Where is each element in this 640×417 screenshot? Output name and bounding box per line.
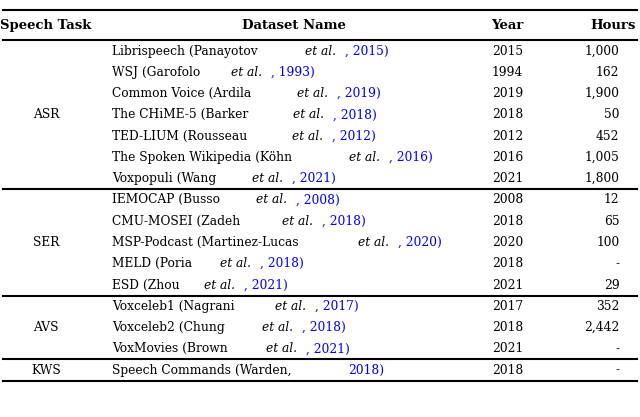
Text: et al.: et al. <box>293 108 324 121</box>
Text: 2018: 2018 <box>492 364 523 377</box>
Text: 1,005: 1,005 <box>585 151 620 164</box>
Text: Speech Task: Speech Task <box>1 19 92 32</box>
Text: et al.: et al. <box>252 172 282 185</box>
Text: Year: Year <box>492 19 524 32</box>
Text: et al.: et al. <box>358 236 389 249</box>
Text: et al.: et al. <box>291 130 323 143</box>
Text: 162: 162 <box>596 66 620 79</box>
Text: The Spoken Wikipedia (Köhn: The Spoken Wikipedia (Köhn <box>112 151 296 164</box>
Text: VoxMovies (Brown: VoxMovies (Brown <box>112 342 232 355</box>
Text: 1,900: 1,900 <box>584 87 620 100</box>
Text: 2,442: 2,442 <box>584 321 620 334</box>
Text: Dataset Name: Dataset Name <box>243 19 346 32</box>
Text: et al.: et al. <box>266 342 298 355</box>
Text: et al.: et al. <box>204 279 236 291</box>
Text: et al.: et al. <box>220 257 252 270</box>
Text: 1,800: 1,800 <box>584 172 620 185</box>
Text: 2012: 2012 <box>492 130 523 143</box>
Text: 2018: 2018 <box>492 215 523 228</box>
Text: , 2021): , 2021) <box>291 172 335 185</box>
Text: CMU-MOSEI (Zadeh: CMU-MOSEI (Zadeh <box>112 215 244 228</box>
Text: et al.: et al. <box>297 87 328 100</box>
Text: Voxpopuli (Wang: Voxpopuli (Wang <box>112 172 220 185</box>
Text: Voxceleb2 (Chung: Voxceleb2 (Chung <box>112 321 228 334</box>
Text: 2019: 2019 <box>492 87 523 100</box>
Text: WSJ (Garofolo: WSJ (Garofolo <box>112 66 204 79</box>
Text: , 2018): , 2018) <box>303 321 346 334</box>
Text: 50: 50 <box>604 108 620 121</box>
Text: 452: 452 <box>596 130 620 143</box>
Text: et al.: et al. <box>349 151 380 164</box>
Text: , 2018): , 2018) <box>333 108 377 121</box>
Text: , 2008): , 2008) <box>296 193 340 206</box>
Text: , 2018): , 2018) <box>260 257 304 270</box>
Text: Librispeech (Panayotov: Librispeech (Panayotov <box>112 45 262 58</box>
Text: 2021: 2021 <box>492 342 523 355</box>
Text: 2015: 2015 <box>492 45 523 58</box>
Text: 2018: 2018 <box>492 108 523 121</box>
Text: et al.: et al. <box>257 193 287 206</box>
Text: et al.: et al. <box>282 215 314 228</box>
Text: MELD (Poria: MELD (Poria <box>112 257 196 270</box>
Text: 2018): 2018) <box>349 364 385 377</box>
Text: 2016: 2016 <box>492 151 523 164</box>
Text: Voxceleb1 (Nagrani: Voxceleb1 (Nagrani <box>112 300 239 313</box>
Text: AVS: AVS <box>33 321 59 334</box>
Text: et al.: et al. <box>262 321 294 334</box>
Text: , 2015): , 2015) <box>345 45 388 58</box>
Text: IEMOCAP (Busso: IEMOCAP (Busso <box>112 193 224 206</box>
Text: 1,000: 1,000 <box>585 45 620 58</box>
Text: 1994: 1994 <box>492 66 524 79</box>
Text: MSP-Podcast (Martinez-Lucas: MSP-Podcast (Martinez-Lucas <box>112 236 303 249</box>
Text: ASR: ASR <box>33 108 60 121</box>
Text: -: - <box>616 342 620 355</box>
Text: 65: 65 <box>604 215 620 228</box>
Text: et al.: et al. <box>275 300 306 313</box>
Text: 2018: 2018 <box>492 257 523 270</box>
Text: 2008: 2008 <box>492 193 523 206</box>
Text: , 2020): , 2020) <box>398 236 442 249</box>
Text: , 2019): , 2019) <box>337 87 381 100</box>
Text: The CHiME-5 (Barker: The CHiME-5 (Barker <box>112 108 252 121</box>
Text: 2021: 2021 <box>492 172 523 185</box>
Text: 2018: 2018 <box>492 321 523 334</box>
Text: -: - <box>616 257 620 270</box>
Text: TED-LIUM (Rousseau: TED-LIUM (Rousseau <box>112 130 251 143</box>
Text: , 1993): , 1993) <box>271 66 315 79</box>
Text: 12: 12 <box>604 193 620 206</box>
Text: , 2016): , 2016) <box>389 151 433 164</box>
Text: SER: SER <box>33 236 60 249</box>
Text: , 2012): , 2012) <box>332 130 376 143</box>
Text: , 2017): , 2017) <box>316 300 359 313</box>
Text: et al.: et al. <box>231 66 262 79</box>
Text: , 2021): , 2021) <box>244 279 288 291</box>
Text: 2017: 2017 <box>492 300 523 313</box>
Text: , 2018): , 2018) <box>323 215 366 228</box>
Text: et al.: et al. <box>305 45 336 58</box>
Text: Common Voice (Ardila: Common Voice (Ardila <box>112 87 255 100</box>
Text: Hours: Hours <box>591 19 636 32</box>
Text: -: - <box>616 364 620 377</box>
Text: 352: 352 <box>596 300 620 313</box>
Text: 29: 29 <box>604 279 620 291</box>
Text: 2021: 2021 <box>492 279 523 291</box>
Text: ESD (Zhou: ESD (Zhou <box>112 279 184 291</box>
Text: KWS: KWS <box>31 364 61 377</box>
Text: Speech Commands (Warden,: Speech Commands (Warden, <box>112 364 296 377</box>
Text: 2020: 2020 <box>492 236 523 249</box>
Text: 100: 100 <box>596 236 620 249</box>
Text: , 2021): , 2021) <box>307 342 350 355</box>
